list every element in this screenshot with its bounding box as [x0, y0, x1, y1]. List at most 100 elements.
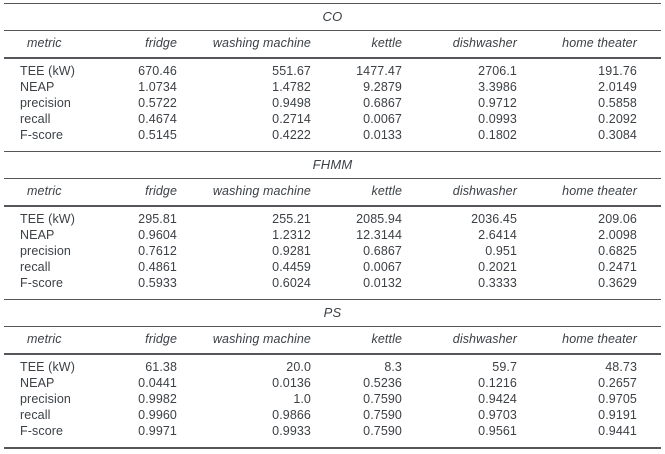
table-row: recall 0.4861 0.4459 0.0067 0.2021 0.247…: [4, 260, 661, 276]
table-row: F-score 0.9971 0.9933 0.7590 0.9561 0.94…: [4, 424, 661, 449]
table-row: NEAP 0.9604 1.2312 12.3144 2.6414 2.0098: [4, 228, 661, 244]
results-table-ps: PS metric fridge washing machine kettle …: [4, 299, 661, 449]
table-row: TEE (kW) 295.81 255.21 2085.94 2036.45 2…: [4, 206, 661, 228]
value-cell: 0.0993: [478, 112, 517, 126]
value-cell: 59.7: [492, 360, 517, 374]
value-cell: 1.2312: [272, 228, 311, 242]
value-cell: 0.9712: [478, 96, 517, 110]
value-cell: 2.0149: [598, 80, 637, 94]
metric-label: NEAP: [20, 376, 55, 390]
value-cell: 1.0734: [138, 80, 177, 94]
value-cell: 0.9982: [138, 392, 177, 406]
value-cell: 0.7590: [363, 392, 402, 406]
table-row: TEE (kW) 670.46 551.67 1477.47 2706.1 19…: [4, 58, 661, 80]
value-cell: 0.0132: [363, 276, 402, 290]
col-header-home-theater: home theater: [527, 179, 661, 207]
value-cell: 0.2092: [598, 112, 637, 126]
value-cell: 0.6825: [598, 244, 637, 258]
value-cell: 0.9705: [598, 392, 637, 406]
value-cell: 2.6414: [478, 228, 517, 242]
value-cell: 191.76: [598, 64, 637, 78]
value-cell: 0.9561: [478, 424, 517, 438]
metrics-table: metric fridge washing machine kettle dis…: [4, 179, 661, 299]
value-cell: 1.0: [293, 392, 311, 406]
col-header-metric: metric: [4, 179, 100, 207]
value-cell: 0.0133: [363, 128, 402, 142]
table-row: NEAP 1.0734 1.4782 9.2879 3.3986 2.0149: [4, 80, 661, 96]
value-cell: 0.2021: [478, 260, 517, 274]
col-header-washing-machine: washing machine: [187, 327, 321, 355]
metrics-table: metric fridge washing machine kettle dis…: [4, 31, 661, 151]
value-cell: 0.4674: [138, 112, 177, 126]
value-cell: 0.0067: [363, 260, 402, 274]
results-table-fhmm: FHMM metric fridge washing machine kettl…: [4, 151, 661, 299]
value-cell: 0.951: [485, 244, 517, 258]
table-row: recall 0.9960 0.9866 0.7590 0.9703 0.919…: [4, 408, 661, 424]
value-cell: 0.4222: [272, 128, 311, 142]
table-row: precision 0.7612 0.9281 0.6867 0.951 0.6…: [4, 244, 661, 260]
value-cell: 20.0: [286, 360, 311, 374]
value-cell: 255.21: [272, 212, 311, 226]
value-cell: 0.9703: [478, 408, 517, 422]
value-cell: 295.81: [138, 212, 177, 226]
value-cell: 0.3084: [598, 128, 637, 142]
header-row: metric fridge washing machine kettle dis…: [4, 327, 661, 355]
value-cell: 0.9281: [272, 244, 311, 258]
value-cell: 0.0441: [138, 376, 177, 390]
col-header-home-theater: home theater: [527, 31, 661, 59]
metric-label: recall: [20, 112, 51, 126]
value-cell: 0.9971: [138, 424, 177, 438]
value-cell: 209.06: [598, 212, 637, 226]
value-cell: 12.3144: [356, 228, 402, 242]
table-title: CO: [4, 3, 661, 31]
value-cell: 0.2714: [272, 112, 311, 126]
metric-label: recall: [20, 408, 51, 422]
table-row: precision 0.5722 0.9498 0.6867 0.9712 0.…: [4, 96, 661, 112]
header-row: metric fridge washing machine kettle dis…: [4, 179, 661, 207]
value-cell: 0.0067: [363, 112, 402, 126]
value-cell: 0.2657: [598, 376, 637, 390]
value-cell: 0.6867: [363, 96, 402, 110]
col-header-metric: metric: [4, 327, 100, 355]
value-cell: 0.5722: [138, 96, 177, 110]
table-row: F-score 0.5933 0.6024 0.0132 0.3333 0.36…: [4, 276, 661, 300]
metric-label: precision: [20, 244, 71, 258]
value-cell: 0.4861: [138, 260, 177, 274]
value-cell: 0.6867: [363, 244, 402, 258]
value-cell: 8.3: [384, 360, 402, 374]
value-cell: 48.73: [605, 360, 637, 374]
col-header-fridge: fridge: [100, 327, 187, 355]
value-cell: 0.9933: [272, 424, 311, 438]
value-cell: 0.9191: [598, 408, 637, 422]
value-cell: 0.1216: [478, 376, 517, 390]
col-header-washing-machine: washing machine: [187, 179, 321, 207]
value-cell: 551.67: [272, 64, 311, 78]
value-cell: 0.9498: [272, 96, 311, 110]
value-cell: 1.4782: [272, 80, 311, 94]
table-row: recall 0.4674 0.2714 0.0067 0.0993 0.209…: [4, 112, 661, 128]
value-cell: 0.9424: [478, 392, 517, 406]
metrics-table: metric fridge washing machine kettle dis…: [4, 327, 661, 449]
value-cell: 9.2879: [363, 80, 402, 94]
metric-label: NEAP: [20, 80, 55, 94]
table-title: PS: [4, 299, 661, 327]
col-header-dishwasher: dishwasher: [412, 327, 527, 355]
metric-label: precision: [20, 96, 71, 110]
table-row: TEE (kW) 61.38 20.0 8.3 59.7 48.73: [4, 354, 661, 376]
value-cell: 0.3629: [598, 276, 637, 290]
table-row: F-score 0.5145 0.4222 0.0133 0.1802 0.30…: [4, 128, 661, 152]
value-cell: 2706.1: [478, 64, 517, 78]
value-cell: 0.5236: [363, 376, 402, 390]
value-cell: 0.7590: [363, 408, 402, 422]
value-cell: 0.3333: [478, 276, 517, 290]
value-cell: 0.6024: [272, 276, 311, 290]
value-cell: 0.9960: [138, 408, 177, 422]
value-cell: 0.4459: [272, 260, 311, 274]
col-header-metric: metric: [4, 31, 100, 59]
metric-label: recall: [20, 260, 51, 274]
metric-label: F-score: [20, 276, 64, 290]
value-cell: 0.1802: [478, 128, 517, 142]
value-cell: 2036.45: [471, 212, 517, 226]
col-header-kettle: kettle: [321, 327, 412, 355]
col-header-kettle: kettle: [321, 31, 412, 59]
